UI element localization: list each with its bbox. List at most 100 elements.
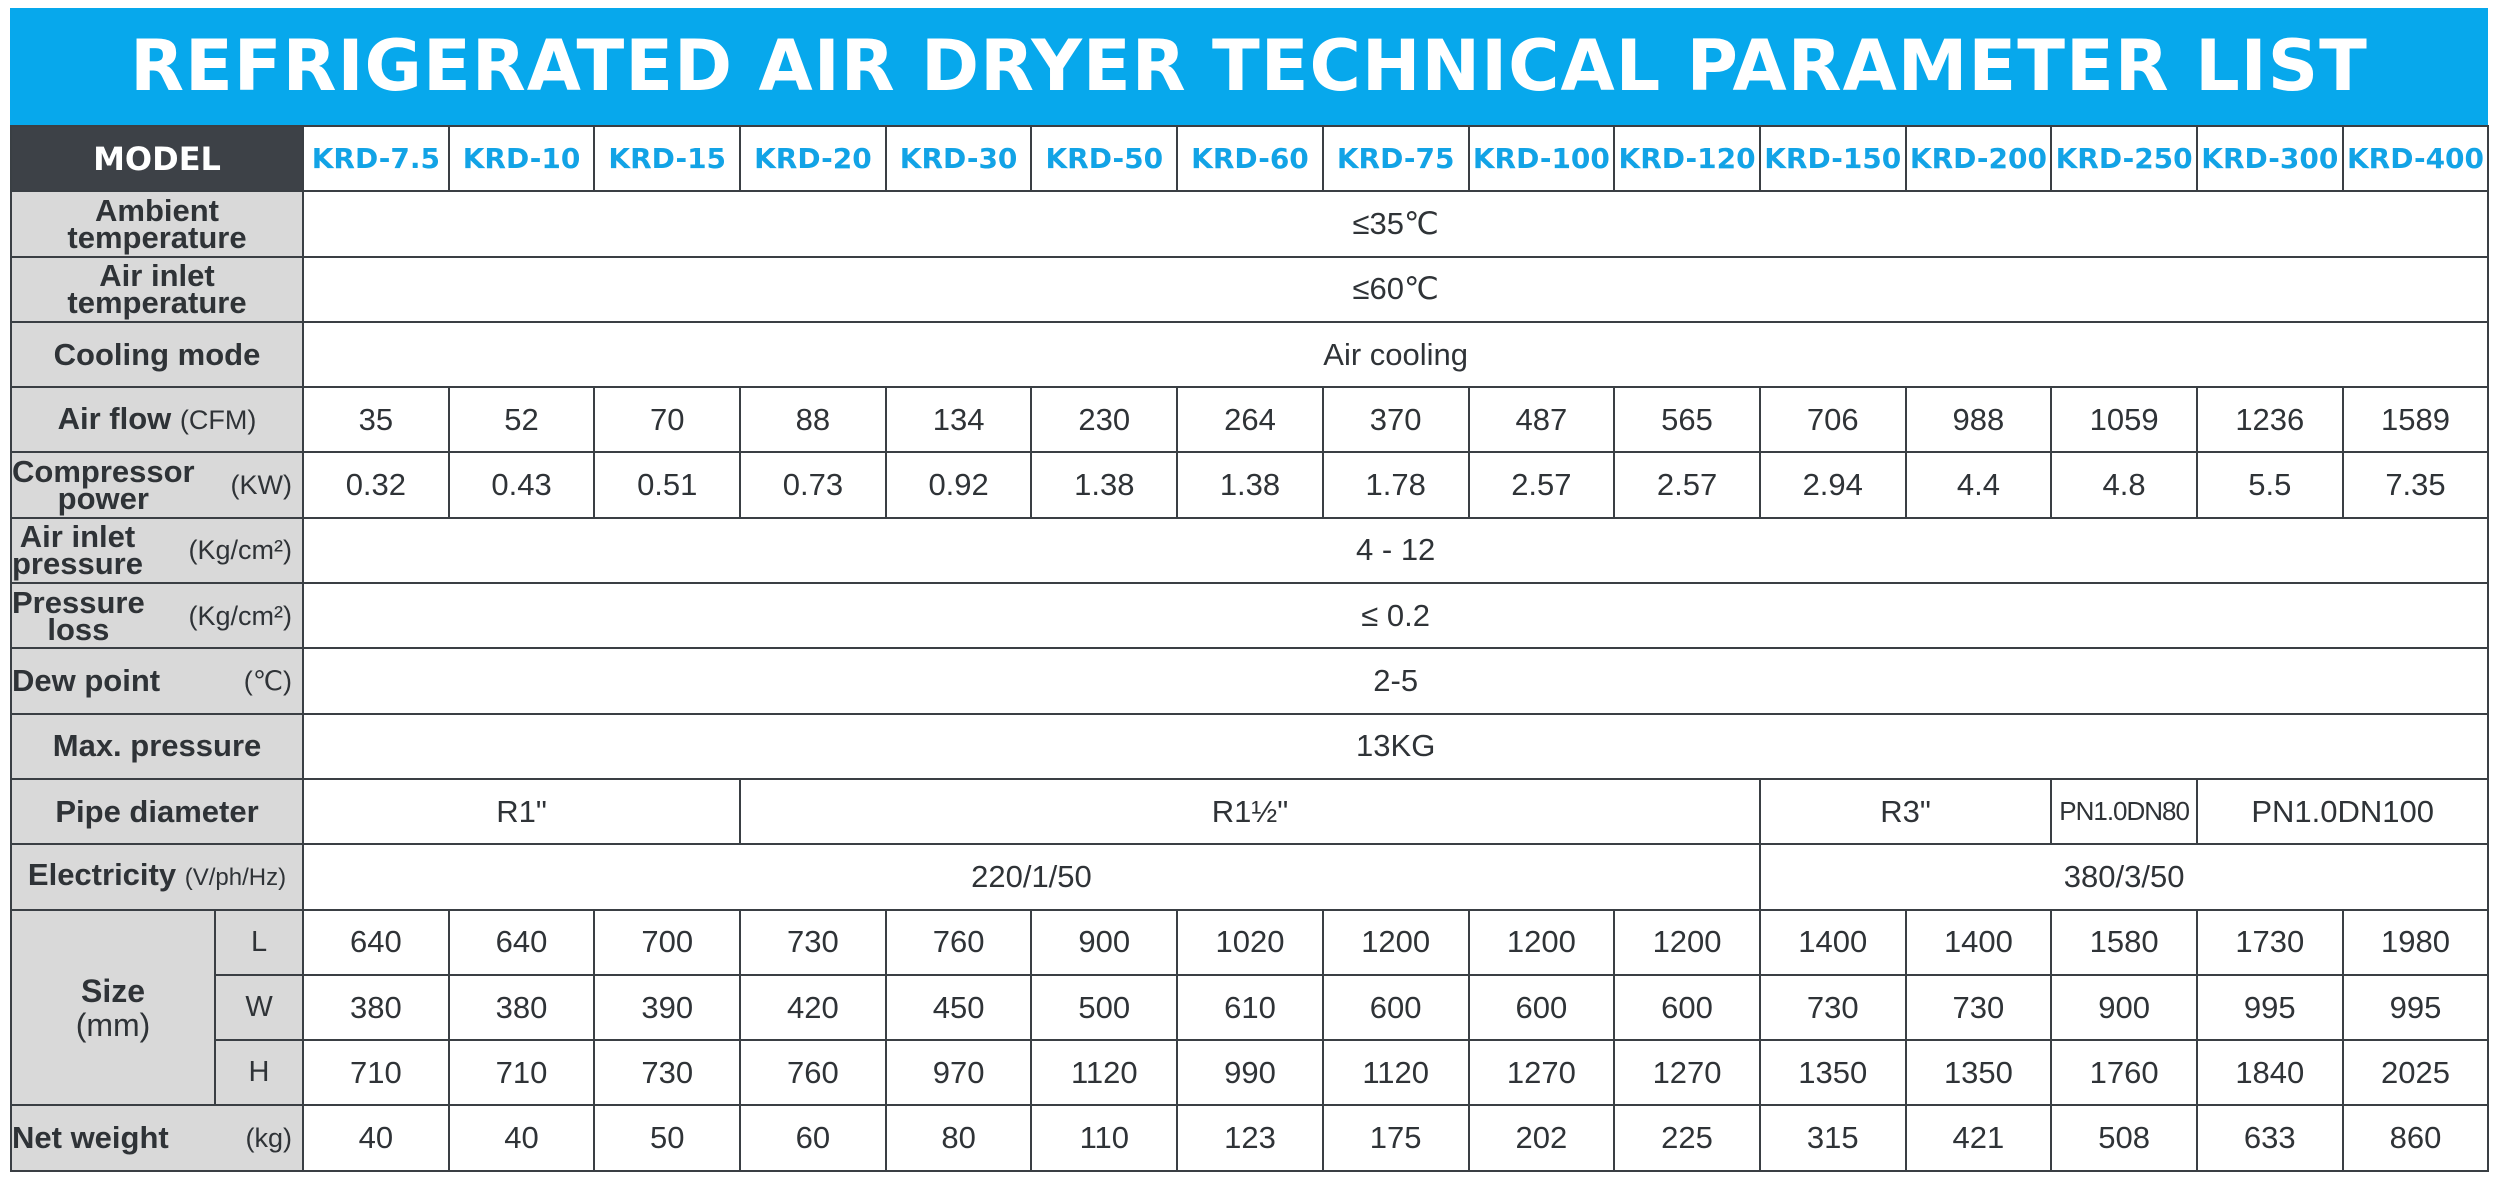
width-value: 600	[1321, 973, 1470, 1042]
model-cell: KRD-400	[2341, 124, 2490, 193]
weight-value: 860	[2341, 1104, 2490, 1172]
length-value: 1400	[1904, 908, 2053, 976]
height-value: 760	[739, 1039, 887, 1107]
width-value: 995	[2195, 973, 2344, 1042]
length-value: 1020	[1176, 908, 1324, 976]
model-cell: KRD-200	[1904, 124, 2053, 193]
height-value: 710	[302, 1039, 450, 1107]
inlet-pressure-value: 4 - 12	[302, 516, 2490, 585]
length-value: 640	[302, 908, 450, 976]
dew-point-row: Dew point (℃) 2-5	[9, 647, 2490, 715]
power-value: 4.8	[2050, 451, 2198, 519]
width-value: 730	[1904, 973, 2053, 1042]
width-value: 900	[2050, 973, 2198, 1042]
electricity-value: 220/1/50	[302, 843, 1761, 911]
model-cell: KRD-75	[1321, 124, 1470, 193]
weight-value: 50	[593, 1104, 742, 1172]
pipe-diameter-value: PN1.0DN80	[2050, 777, 2198, 846]
power-value: 7.35	[2341, 451, 2490, 519]
row-label: Max. pressure	[9, 712, 305, 780]
power-value: 2.57	[1613, 451, 1761, 519]
weight-value: 123	[1176, 1104, 1324, 1172]
ambient-value: ≤35℃	[302, 190, 2490, 258]
model-cell: KRD-50	[1030, 124, 1179, 193]
length-value: 640	[447, 908, 596, 976]
size-w-row: W 380 380 390 420 450 500 610 600 600 60…	[11, 973, 2490, 1042]
width-value: 730	[1758, 973, 1907, 1042]
air-flow-value: 134	[884, 386, 1033, 454]
power-value: 0.32	[302, 451, 450, 519]
power-value: 2.94	[1758, 451, 1907, 519]
cooling-mode-row: Cooling mode Air cooling	[9, 320, 2490, 389]
height-value: 990	[1176, 1039, 1324, 1107]
compressor-power-row: Compressor power (KW) 0.32 0.43 0.51 0.73 …	[9, 451, 2490, 519]
pressure-loss-row: Pressure loss (Kg/cm²) ≤ 0.2	[9, 582, 2490, 650]
height-value: 1270	[1613, 1039, 1761, 1107]
row-label: Compressor power (KW)	[9, 451, 305, 519]
height-value: 970	[884, 1039, 1033, 1107]
power-value: 0.92	[884, 451, 1033, 519]
power-value: 1.38	[1030, 451, 1179, 519]
inlet-pressure-row: Air inlet pressure (Kg/cm²) 4 - 12	[9, 516, 2490, 585]
weight-value: 225	[1613, 1104, 1761, 1172]
model-row: MODEL KRD-7.5 KRD-10 KRD-15 KRD-20 KRD-3…	[9, 124, 2490, 193]
row-label: Air flow (CFM)	[9, 386, 305, 454]
width-value: 390	[593, 973, 742, 1042]
length-value: 1400	[1758, 908, 1907, 976]
dimension-label: L	[213, 908, 305, 976]
max-pressure-value: 13KG	[302, 712, 2490, 780]
model-cell: KRD-300	[2195, 124, 2344, 193]
model-cell: KRD-120	[1613, 124, 1761, 193]
air-flow-value: 70	[593, 386, 742, 454]
size-l-row: Size (mm) L 640 640 700 730 760 900 1020 …	[10, 908, 2490, 1107]
size-label: Size (mm)	[10, 908, 216, 1107]
size-h-row: H 710 710 730 760 970 1120 990 1120 1270…	[11, 1039, 2490, 1107]
row-label: Electricity (V/ph/Hz)	[9, 843, 305, 911]
power-value: 0.43	[447, 451, 596, 519]
height-value: 1270	[1467, 1039, 1616, 1107]
air-flow-value: 264	[1176, 386, 1324, 454]
air-flow-value: 988	[1904, 386, 2053, 454]
width-value: 450	[884, 973, 1033, 1042]
weight-value: 202	[1467, 1104, 1616, 1172]
inlet-temperature-value: ≤60℃	[302, 255, 2490, 323]
length-value: 900	[1030, 908, 1179, 976]
model-cell: KRD-250	[2050, 124, 2198, 193]
width-value: 380	[447, 973, 596, 1042]
row-label: Air inlet temperature	[9, 255, 305, 323]
model-cell: KRD-15	[593, 124, 742, 193]
weight-value: 633	[2195, 1104, 2344, 1172]
air-flow-value: 565	[1613, 386, 1761, 454]
length-value: 1580	[2050, 908, 2198, 976]
weight-value: 60	[739, 1104, 887, 1172]
pressure-loss-value: ≤ 0.2	[302, 582, 2490, 650]
height-value: 1350	[1904, 1039, 2053, 1107]
air-flow-value: 1589	[2341, 386, 2490, 454]
dimension-label: H	[213, 1039, 305, 1107]
height-value: 730	[593, 1039, 742, 1107]
dew-point-value: 2-5	[302, 647, 2490, 715]
width-value: 600	[1613, 973, 1761, 1042]
length-value: 1980	[2341, 908, 2490, 976]
power-value: 0.73	[739, 451, 887, 519]
model-cell: KRD-20	[739, 124, 887, 193]
width-value: 420	[739, 973, 887, 1042]
height-value: 1840	[2195, 1039, 2344, 1107]
power-value: 4.4	[1904, 451, 2053, 519]
length-value: 1200	[1467, 908, 1616, 976]
weight-value: 175	[1321, 1104, 1470, 1172]
length-value: 760	[884, 908, 1033, 976]
model-cell: KRD-60	[1176, 124, 1324, 193]
model-cell: KRD-10	[447, 124, 596, 193]
width-value: 600	[1467, 973, 1616, 1042]
page-title: REFRIGERATED AIR DRYER TECHNICAL PARAMET…	[10, 8, 2488, 125]
row-label: Pressure loss (Kg/cm²)	[9, 582, 305, 650]
model-header: MODEL	[9, 124, 305, 193]
model-cell: KRD-150	[1758, 124, 1907, 193]
width-value: 500	[1030, 973, 1179, 1042]
parameter-sheet: REFRIGERATED AIR DRYER TECHNICAL PARAMET…	[9, 8, 2490, 1178]
row-label: Dew point (℃)	[9, 647, 305, 715]
air-flow-value: 1059	[2050, 386, 2198, 454]
pipe-diameter-value: R1½"	[739, 777, 1761, 846]
air-flow-value: 230	[1030, 386, 1179, 454]
